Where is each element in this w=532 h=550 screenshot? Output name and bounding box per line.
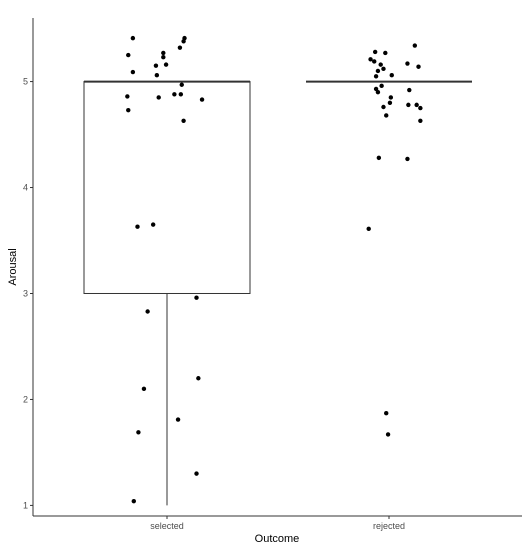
y-tick-label: 3 bbox=[23, 288, 28, 298]
data-point bbox=[384, 113, 389, 118]
data-point bbox=[384, 411, 389, 416]
data-point bbox=[412, 43, 418, 48]
data-point bbox=[156, 95, 161, 100]
x-axis-ticks: selected rejected bbox=[150, 516, 405, 531]
data-point bbox=[378, 62, 383, 67]
y-tick-label: 4 bbox=[23, 183, 28, 193]
y-axis-ticks: 1 2 3 4 5 bbox=[23, 77, 33, 510]
data-point bbox=[375, 89, 381, 95]
data-point bbox=[135, 224, 140, 229]
data-point bbox=[126, 52, 131, 58]
data-point bbox=[126, 107, 131, 113]
data-point bbox=[405, 156, 410, 162]
data-point bbox=[161, 55, 166, 60]
data-point bbox=[414, 102, 419, 108]
data-point bbox=[373, 74, 379, 79]
box-selected bbox=[83, 80, 251, 506]
data-point bbox=[163, 62, 169, 67]
data-point bbox=[130, 35, 136, 41]
box-iqr bbox=[83, 81, 251, 294]
data-point bbox=[366, 226, 371, 232]
data-point bbox=[405, 61, 410, 66]
data-point bbox=[372, 49, 378, 55]
data-point bbox=[383, 50, 388, 56]
data-point bbox=[368, 57, 373, 62]
data-point bbox=[179, 82, 184, 87]
data-point bbox=[372, 59, 377, 64]
data-point bbox=[375, 68, 381, 74]
data-point bbox=[145, 309, 150, 314]
data-point bbox=[385, 432, 391, 437]
data-point bbox=[181, 118, 186, 123]
y-tick-label: 1 bbox=[23, 500, 28, 510]
data-point bbox=[177, 45, 183, 50]
boxplot-boxes bbox=[83, 80, 472, 506]
y-axis-title: Arousal bbox=[7, 248, 19, 285]
data-point bbox=[379, 83, 384, 89]
x-tick-label: rejected bbox=[373, 521, 405, 531]
data-point bbox=[178, 92, 184, 97]
data-point bbox=[381, 104, 386, 110]
data-point bbox=[199, 97, 205, 102]
data-point bbox=[131, 498, 136, 504]
data-point bbox=[418, 105, 423, 111]
data-point bbox=[141, 386, 147, 392]
data-point bbox=[194, 471, 199, 476]
data-point bbox=[182, 35, 187, 41]
data-point bbox=[407, 87, 412, 93]
data-point bbox=[194, 295, 199, 300]
y-tick-label: 5 bbox=[23, 77, 28, 87]
data-point bbox=[136, 430, 141, 435]
x-tick-label: selected bbox=[150, 521, 184, 531]
y-tick-label: 2 bbox=[23, 394, 28, 404]
data-point bbox=[196, 376, 201, 381]
data-point bbox=[416, 64, 421, 69]
x-axis-title: Outcome bbox=[255, 533, 300, 545]
data-point bbox=[387, 100, 393, 105]
data-point bbox=[130, 69, 136, 75]
data-point bbox=[150, 222, 156, 227]
data-point bbox=[406, 102, 411, 108]
data-point bbox=[389, 73, 394, 78]
data-point bbox=[373, 86, 379, 92]
data-point bbox=[418, 118, 423, 123]
data-point bbox=[172, 92, 177, 97]
data-point bbox=[153, 63, 159, 68]
data-point bbox=[161, 50, 166, 56]
data-point bbox=[388, 95, 394, 100]
data-point bbox=[125, 94, 130, 99]
data-point bbox=[376, 155, 382, 161]
data-point bbox=[154, 73, 160, 78]
jitter-points bbox=[125, 35, 423, 504]
data-point bbox=[381, 66, 386, 72]
data-point bbox=[175, 417, 181, 422]
